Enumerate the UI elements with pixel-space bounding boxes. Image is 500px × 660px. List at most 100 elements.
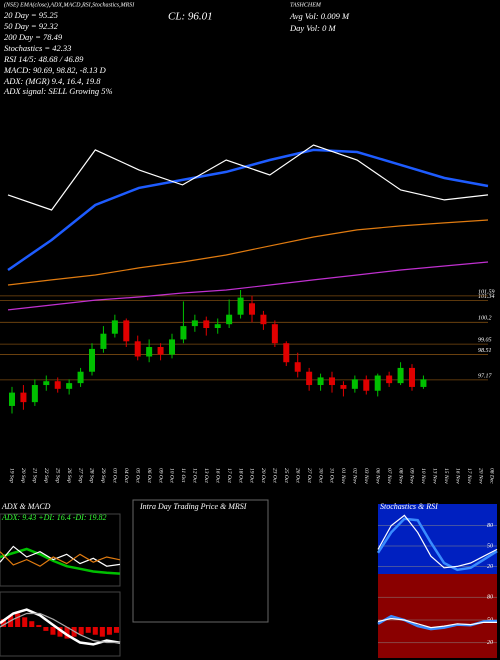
x-tick-label: 20 Nov xyxy=(477,468,483,484)
candle-body xyxy=(191,320,198,327)
header-line: ADX signal: SELL Growing 5% xyxy=(3,86,113,96)
header-line: 200 Day = 78.49 xyxy=(4,32,63,42)
x-tick-label: 01 Nov xyxy=(340,468,346,484)
candle-body xyxy=(20,392,27,403)
macd-bar xyxy=(64,627,70,639)
indicator-line xyxy=(0,551,121,567)
indicator-line xyxy=(7,144,489,211)
indicator-line xyxy=(377,514,498,569)
x-tick-label: 23 Oct xyxy=(272,468,278,483)
x-tick-label: 27 Oct xyxy=(306,468,312,483)
candle-body xyxy=(420,379,427,387)
x-tick-label: 17 Oct xyxy=(226,468,232,483)
y-tick-label: 80 xyxy=(487,595,493,601)
macd-bar xyxy=(22,617,28,627)
candle-body xyxy=(374,375,381,391)
x-tick-label: 11 Oct xyxy=(180,468,186,483)
x-tick-label: 25 Oct xyxy=(283,468,289,483)
x-tick-label: 16 Nov xyxy=(454,468,460,484)
candle-body xyxy=(237,297,244,315)
macd-bar xyxy=(36,625,42,627)
macd-bar xyxy=(29,621,35,627)
y-tick-label: 50 xyxy=(487,543,493,549)
panel-frame xyxy=(0,513,121,587)
candle-body xyxy=(260,314,267,325)
candle-body xyxy=(409,367,415,387)
indicator-line xyxy=(0,612,120,644)
candle-body xyxy=(77,371,84,384)
x-tick-label: 06 Oct xyxy=(146,468,152,483)
candle-body xyxy=(351,379,358,389)
candle-body xyxy=(111,320,118,334)
x-tick-label: 28 Sep xyxy=(89,468,95,483)
candle-body xyxy=(180,326,187,340)
candle-body xyxy=(306,371,313,386)
candle-body xyxy=(146,347,153,357)
x-tick-label: 13 Nov xyxy=(432,468,438,484)
header-line: MACD: 90.69, 98.82, -8.13 D xyxy=(3,65,107,75)
x-tick-label: 31 Oct xyxy=(329,467,335,483)
macd-bar xyxy=(99,627,105,637)
macd-bar xyxy=(113,627,119,633)
x-tick-label: 20 Sep xyxy=(20,468,26,483)
indicator-line xyxy=(376,517,498,572)
macd-bar xyxy=(78,627,84,635)
x-tick-label: 10 Nov xyxy=(420,468,426,484)
x-tick-label: 08 Dec xyxy=(489,468,495,484)
candle-body xyxy=(203,320,210,329)
candle-body xyxy=(9,392,15,406)
x-tick-label: 10 Oct xyxy=(169,468,175,483)
x-tick-label: 21 Sep xyxy=(32,468,38,483)
indicator-line xyxy=(0,608,121,646)
x-tick-label: 29 Sep xyxy=(100,468,106,483)
candle-body xyxy=(169,339,175,355)
header-line: 50 Day = 92.32 xyxy=(4,21,59,31)
x-tick-label: 12 Oct xyxy=(192,468,198,483)
candle-body xyxy=(134,341,141,357)
candle-body xyxy=(89,348,95,372)
panel-bg xyxy=(378,574,497,658)
y-tick-label: 101.34 xyxy=(478,293,495,300)
indicator-line xyxy=(7,148,489,272)
candle-body xyxy=(397,367,404,384)
y-tick-label: 80 xyxy=(487,523,493,529)
candle-body xyxy=(283,343,290,363)
x-tick-label: 13 Oct xyxy=(203,468,209,483)
y-tick-label: 20 xyxy=(487,564,493,570)
panel-title: ADX & MACD xyxy=(1,502,51,511)
indicator-line xyxy=(0,547,121,575)
macd-bar xyxy=(43,627,49,631)
x-tick-label: 22 Sep xyxy=(43,468,49,483)
x-tick-label: 02 Nov xyxy=(352,468,358,484)
candle-body xyxy=(54,381,61,389)
x-tick-label: 09 Oct xyxy=(157,468,163,483)
y-tick-label: 97.17 xyxy=(478,373,493,379)
y-tick-label: 100.2 xyxy=(478,316,492,322)
candle-body xyxy=(317,377,324,386)
macd-bar xyxy=(57,627,63,637)
avg-volume: Avg Vol: 0.009 M xyxy=(289,11,350,21)
header-line: RSI 14/5: 48.68 / 46.89 xyxy=(3,54,84,64)
y-tick-label: 101.59 xyxy=(478,289,495,295)
panel-title: Stochastics & RSI xyxy=(380,502,438,511)
x-tick-label: 26 Oct xyxy=(294,468,300,483)
close-price: CL: 96.01 xyxy=(168,11,213,23)
macd-bar xyxy=(50,627,56,635)
x-tick-label: 17 Nov xyxy=(466,468,472,484)
x-tick-label: 03 Oct xyxy=(112,468,118,483)
candle-body xyxy=(123,320,130,342)
panel-frame xyxy=(0,591,121,657)
candle-body xyxy=(214,324,221,329)
y-tick-label: 99.05 xyxy=(478,338,492,344)
x-tick-label: 27 Sep xyxy=(77,468,83,483)
x-tick-label: 18 Oct xyxy=(237,468,243,483)
candle-body xyxy=(340,385,347,389)
candle-body xyxy=(363,379,370,391)
x-tick-label: 16 Oct xyxy=(214,468,220,483)
candle-body xyxy=(66,383,73,389)
x-tick-label: 25 Sep xyxy=(54,468,60,483)
candle-body xyxy=(43,381,50,386)
candle-body xyxy=(226,314,233,325)
panel-bg xyxy=(378,504,497,580)
